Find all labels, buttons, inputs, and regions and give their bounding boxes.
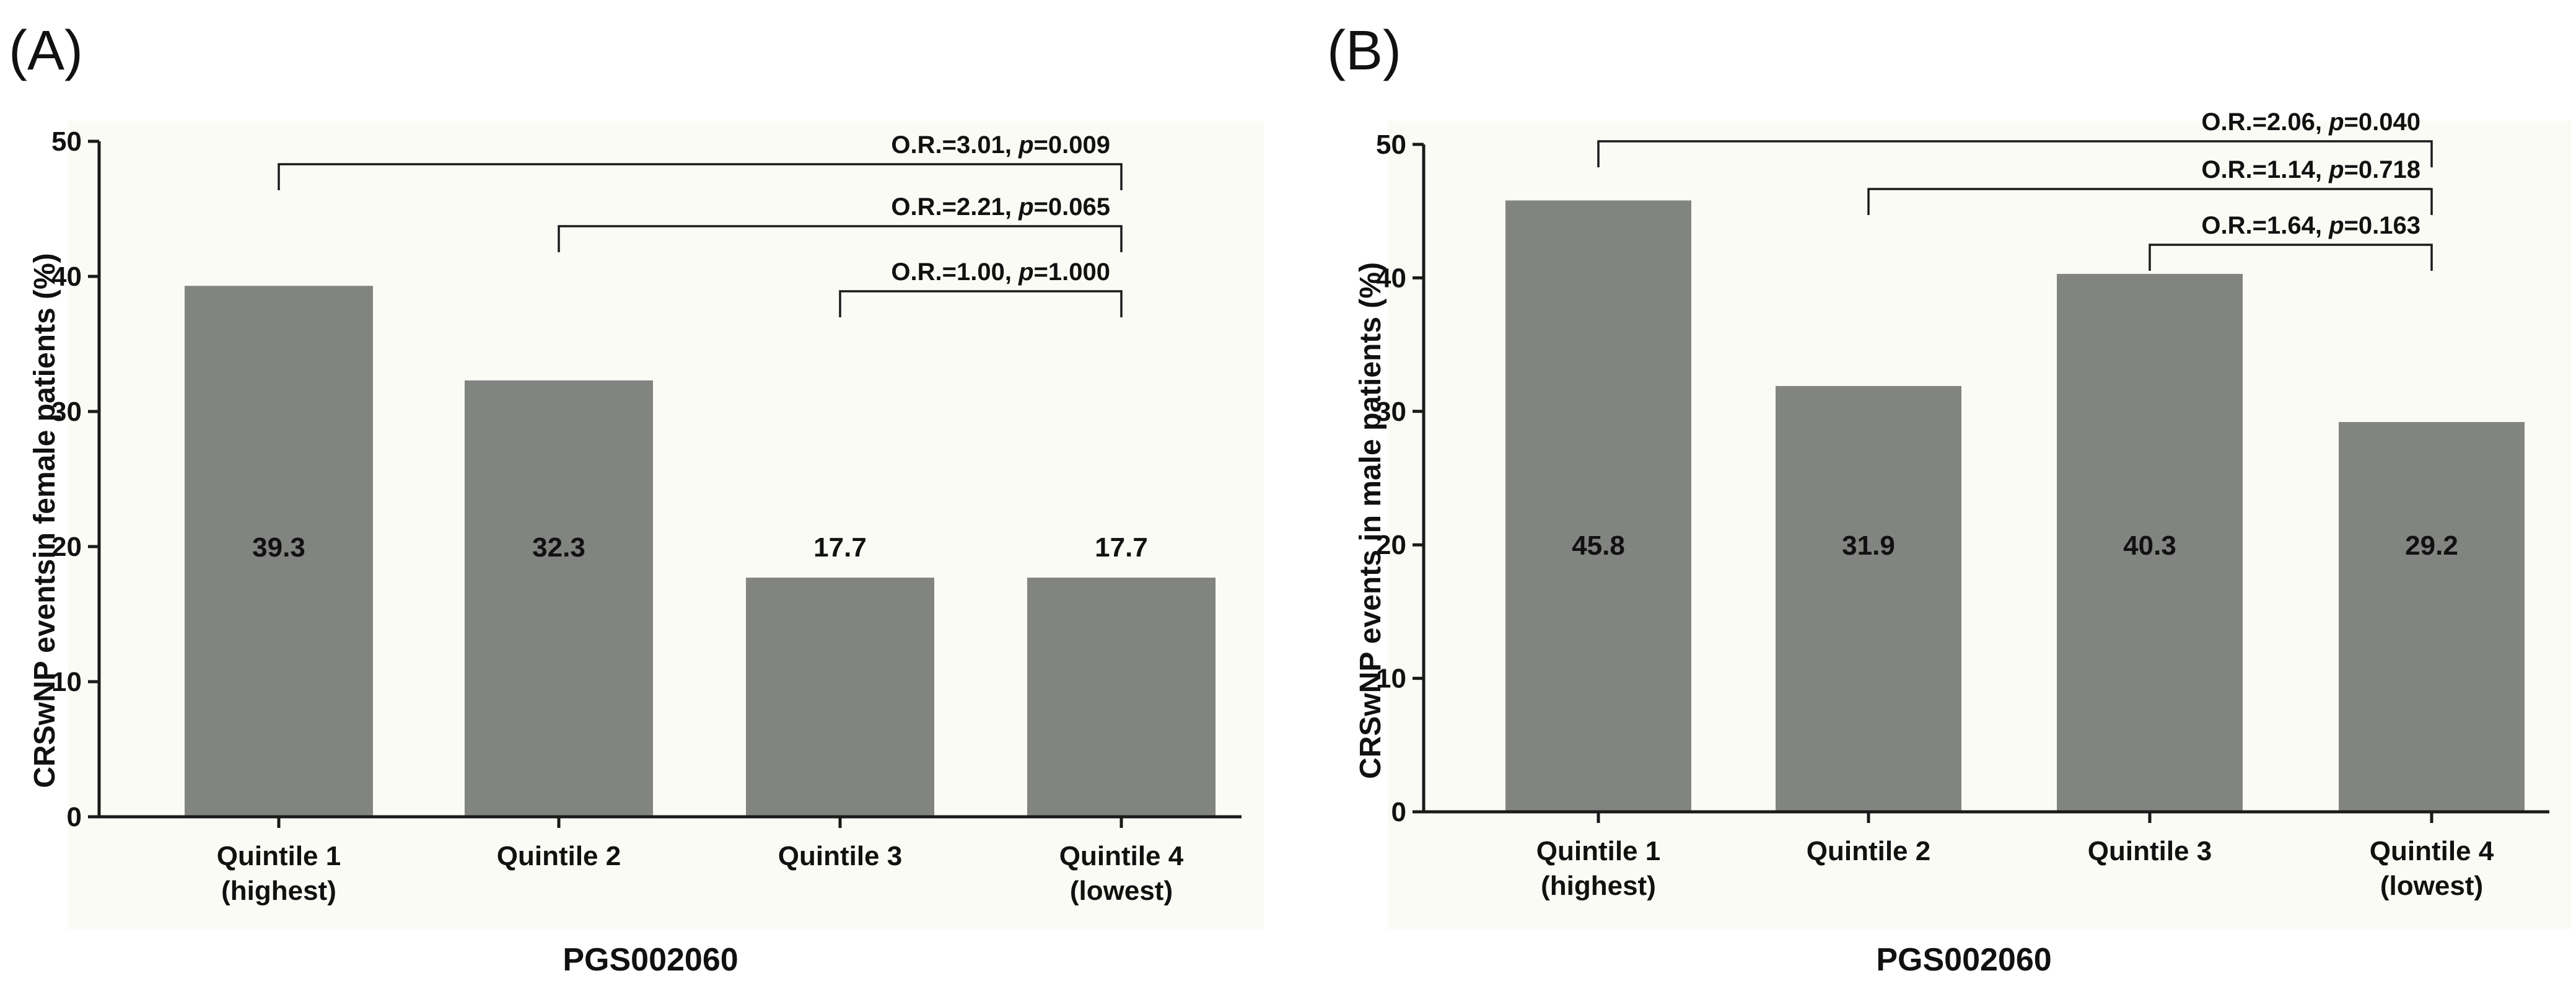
panel-b: (B) 45.8 31.9 40.3 29.2 O.R.=2.06, p=0.040O… [1327, 20, 2571, 978]
comparison-bracket-a-3 [839, 290, 1123, 317]
y-axis-title-b: CRSwNP events in male patients (%) [1354, 262, 1387, 779]
comparison-bracket-b-2 [1867, 188, 2433, 215]
y-ticks-a: 0 10 20 30 40 50 [51, 126, 99, 832]
x-category-b-3-line-1: Quintile 3 [2088, 836, 2212, 866]
x-category-a-3-line-1: Quintile 3 [778, 841, 902, 871]
bar-b-2 [1776, 385, 1961, 812]
value-labels-a: 39.3 32.3 17.7 17.7 [252, 532, 1148, 563]
y-tick-label-b-0: 0 [1391, 797, 1406, 827]
y-tick-label-a-20: 20 [51, 532, 82, 562]
x-category-a-1-line-1: Quintile 1 [217, 841, 341, 871]
comparison-bracket-b-1 [1597, 140, 2433, 167]
y-tick-label-b-10: 10 [1376, 664, 1406, 694]
y-tick-label-b-30: 30 [1376, 397, 1406, 427]
comparison-label-a-2: O.R.=2.21, p=0.065 [891, 193, 1110, 221]
comparison-bracket-a-1 [278, 163, 1123, 190]
comparison-bracket-a-2 [558, 225, 1123, 252]
y-tick-label-b-20: 20 [1376, 530, 1406, 560]
value-label-b-4: 29.2 [2405, 530, 2458, 561]
bar-b-1 [1505, 200, 1691, 812]
bar-b-4 [2339, 422, 2525, 812]
x-category-a-4-line-2: (lowest) [1070, 876, 1173, 906]
x-categories-a: Quintile 1 (highest) Quintile 2 Quintile 3 Q… [217, 841, 1184, 906]
value-label-a-1: 39.3 [252, 532, 305, 563]
value-labels-b: 45.8 31.9 40.3 29.2 [1572, 530, 2458, 561]
x-categories-b: Quintile 1 (highest) Quintile 2 Quintile 3 Q… [1536, 836, 2494, 901]
comparison-label-a-3: O.R.=1.00, p=1.000 [891, 258, 1110, 286]
bar-a-4 [1027, 578, 1216, 817]
comparison-bracket-b-3 [2149, 244, 2433, 271]
y-tick-label-b-50: 50 [1376, 130, 1406, 160]
y-tick-label-a-50: 50 [51, 126, 82, 157]
y-axis-title-a: CRSwNP eventsin female patients (%) [28, 253, 61, 788]
x-category-b-1-line-2: (highest) [1541, 871, 1656, 901]
x-category-b-1-line-1: Quintile 1 [1536, 836, 1660, 866]
value-label-a-4: 17.7 [1095, 532, 1148, 563]
value-label-b-3: 40.3 [2123, 530, 2176, 561]
panel-b-label: (B) [1327, 20, 1401, 82]
x-axis-title-b: PGS002060 [1876, 942, 2051, 978]
x-category-b-4-line-1: Quintile 4 [2370, 836, 2494, 866]
y-tick-label-a-30: 30 [51, 397, 82, 427]
bar-a-3 [746, 578, 934, 817]
comparison-label-b-2: O.R.=1.14, p=0.718 [2201, 156, 2420, 183]
value-label-a-2: 32.3 [532, 532, 585, 563]
x-category-a-1-line-2: (highest) [221, 876, 336, 906]
x-category-a-4-line-1: Quintile 4 [1059, 841, 1184, 871]
y-tick-label-b-40: 40 [1376, 263, 1406, 293]
comparison-brackets-a: O.R.=3.01, p=0.009 O.R.=2.21, p=0.065 O.R.… [278, 131, 1123, 317]
bars-a [185, 286, 1216, 817]
bar-a-1 [185, 286, 373, 817]
x-category-b-4-line-2: (lowest) [2380, 871, 2483, 901]
value-label-b-2: 31.9 [1842, 530, 1895, 561]
y-tick-label-a-0: 0 [67, 802, 82, 832]
comparison-brackets-b: O.R.=2.06, p=0.040 O.R.=1.14, p=0.718 O.R.… [1597, 108, 2433, 271]
comparison-label-b-1: O.R.=2.06, p=0.040 [2201, 108, 2420, 136]
comparison-label-a-1: O.R.=3.01, p=0.009 [891, 131, 1110, 159]
comparison-label-b-3: O.R.=1.64, p=0.163 [2201, 212, 2420, 239]
x-axis-a [99, 815, 1242, 828]
bar-a-2 [465, 380, 653, 817]
x-axis-title-a: PGS002060 [563, 942, 738, 978]
y-ticks-b: 0 10 20 30 40 50 [1376, 130, 1424, 827]
bars-b [1505, 200, 2525, 812]
x-category-b-2-line-1: Quintile 2 [1807, 836, 1930, 866]
y-tick-label-a-40: 40 [51, 262, 82, 292]
bar-b-3 [2057, 273, 2243, 812]
panel-a: (A) 39.3 32.3 17.7 17.7 O.R.=3.01, p=0.009O… [9, 20, 1264, 978]
y-tick-label-a-10: 10 [51, 667, 82, 697]
panel-a-label: (A) [9, 20, 83, 82]
value-label-b-1: 45.8 [1572, 530, 1625, 561]
value-label-a-3: 17.7 [813, 532, 867, 563]
x-axis-b [1424, 810, 2549, 823]
x-category-a-2-line-1: Quintile 2 [497, 841, 621, 871]
